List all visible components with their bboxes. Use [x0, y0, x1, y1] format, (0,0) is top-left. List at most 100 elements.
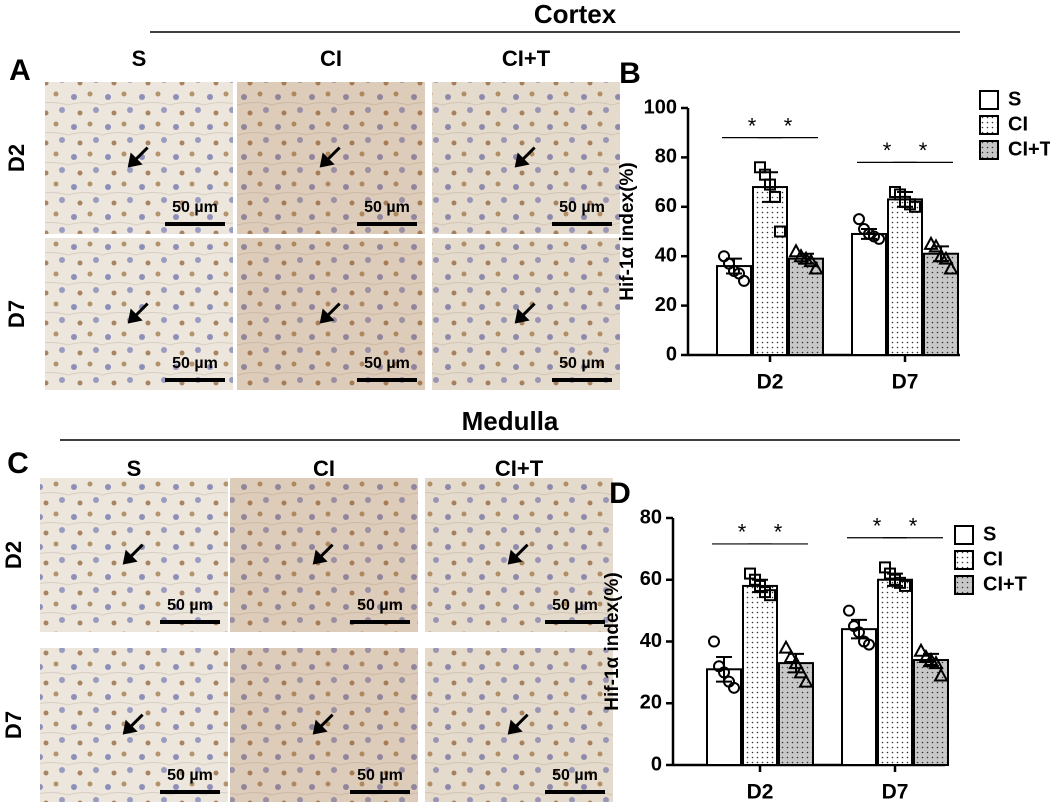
scale-bar-label: 50 µm: [167, 597, 213, 614]
legend-label: S: [1008, 88, 1021, 110]
bar: [851, 232, 887, 356]
column-label: CI+T: [502, 46, 551, 71]
arrow: [127, 146, 149, 168]
x-tick-label: D7: [892, 371, 919, 394]
arrow: [127, 302, 149, 324]
row-label: D2: [4, 144, 29, 172]
scale-bar-label: 50 µm: [364, 199, 410, 216]
significance-label: *: [883, 138, 892, 163]
point: [774, 225, 786, 238]
scale-bar-label: 50 µm: [559, 199, 605, 216]
arrow: [507, 713, 529, 735]
y-tick-label: 20: [640, 692, 662, 714]
bar: [706, 668, 742, 766]
row-label: D7: [4, 300, 29, 328]
point: [909, 200, 921, 213]
y-tick-label: 100: [644, 96, 677, 118]
significance-label: *: [909, 514, 918, 539]
legend-swatch: [979, 140, 999, 160]
legend-swatch: [954, 550, 974, 570]
y-tick-label: 0: [666, 343, 677, 365]
point: [928, 655, 944, 670]
panel-letter: A: [9, 54, 31, 87]
column-label: CI+T: [495, 456, 544, 481]
arrow: [319, 302, 341, 324]
column-label: S: [127, 456, 142, 481]
point: [873, 232, 885, 245]
y-tick-label: 20: [655, 294, 677, 316]
point: [788, 243, 804, 258]
arrow: [122, 713, 144, 735]
panel-letter: D: [609, 477, 631, 510]
bar: [752, 186, 788, 356]
arrow: [514, 302, 536, 324]
point: [783, 648, 799, 663]
legend-label: CI+T: [983, 573, 1027, 595]
point: [718, 666, 730, 679]
legend-label: CI: [983, 548, 1003, 570]
point: [899, 579, 911, 592]
point: [728, 681, 740, 694]
bar: [841, 628, 877, 767]
legend-swatch: [979, 90, 999, 110]
legend-label: CI+T: [1008, 138, 1050, 160]
row-label: D7: [1, 711, 26, 739]
bar: [913, 659, 949, 767]
y-tick-label: 60: [640, 568, 662, 590]
arrow: [507, 543, 529, 565]
arrow: [514, 146, 536, 168]
y-axis-label: Hif-1α index(%): [617, 162, 638, 300]
bar: [788, 257, 824, 357]
significance-label: *: [784, 113, 793, 138]
bar: [877, 578, 913, 766]
x-tick-label: D7: [882, 781, 909, 804]
point: [808, 260, 824, 275]
bar: [716, 265, 752, 356]
significance-label: *: [748, 113, 757, 138]
point: [769, 190, 781, 203]
significance-label: *: [873, 514, 882, 539]
point: [863, 638, 875, 651]
bar: [887, 198, 923, 356]
y-tick-label: 40: [655, 244, 677, 266]
arrow: [312, 543, 334, 565]
scale-bar-label: 50 µm: [559, 355, 605, 372]
point: [793, 664, 809, 679]
column-label: CI: [320, 46, 342, 71]
point: [938, 250, 954, 265]
scale-bar-label: 50 µm: [552, 767, 598, 784]
scale-bar-label: 50 µm: [357, 767, 403, 784]
x-tick-label: D2: [747, 781, 774, 804]
point: [788, 655, 804, 670]
legend-swatch: [979, 115, 999, 135]
point: [943, 260, 959, 275]
y-axis-label: Hif-1α index(%): [602, 572, 623, 710]
legend-label: CI: [1008, 113, 1028, 135]
point: [843, 604, 855, 617]
scale-bar-label: 50 µm: [364, 355, 410, 372]
y-tick-label: 80: [655, 146, 677, 168]
bar: [923, 252, 959, 356]
x-tick-label: D2: [757, 371, 784, 394]
point: [853, 213, 865, 226]
scale-bar-label: 50 µm: [172, 199, 218, 216]
y-tick-label: 40: [640, 630, 662, 652]
point: [928, 238, 944, 253]
column-label: CI: [313, 456, 335, 481]
significance-label: *: [919, 138, 928, 163]
point: [778, 639, 794, 654]
panel-letter: C: [7, 447, 29, 480]
point: [798, 673, 814, 688]
point: [708, 635, 720, 648]
section-heading: Medulla: [462, 406, 559, 436]
column-label: S: [132, 46, 147, 71]
significance-label: *: [738, 520, 747, 545]
legend-label: S: [983, 523, 996, 545]
point: [764, 178, 776, 191]
y-tick-label: 80: [640, 506, 662, 528]
y-tick-label: 0: [651, 753, 662, 775]
significance-label: *: [774, 520, 783, 545]
scale-bar-label: 50 µm: [167, 767, 213, 784]
